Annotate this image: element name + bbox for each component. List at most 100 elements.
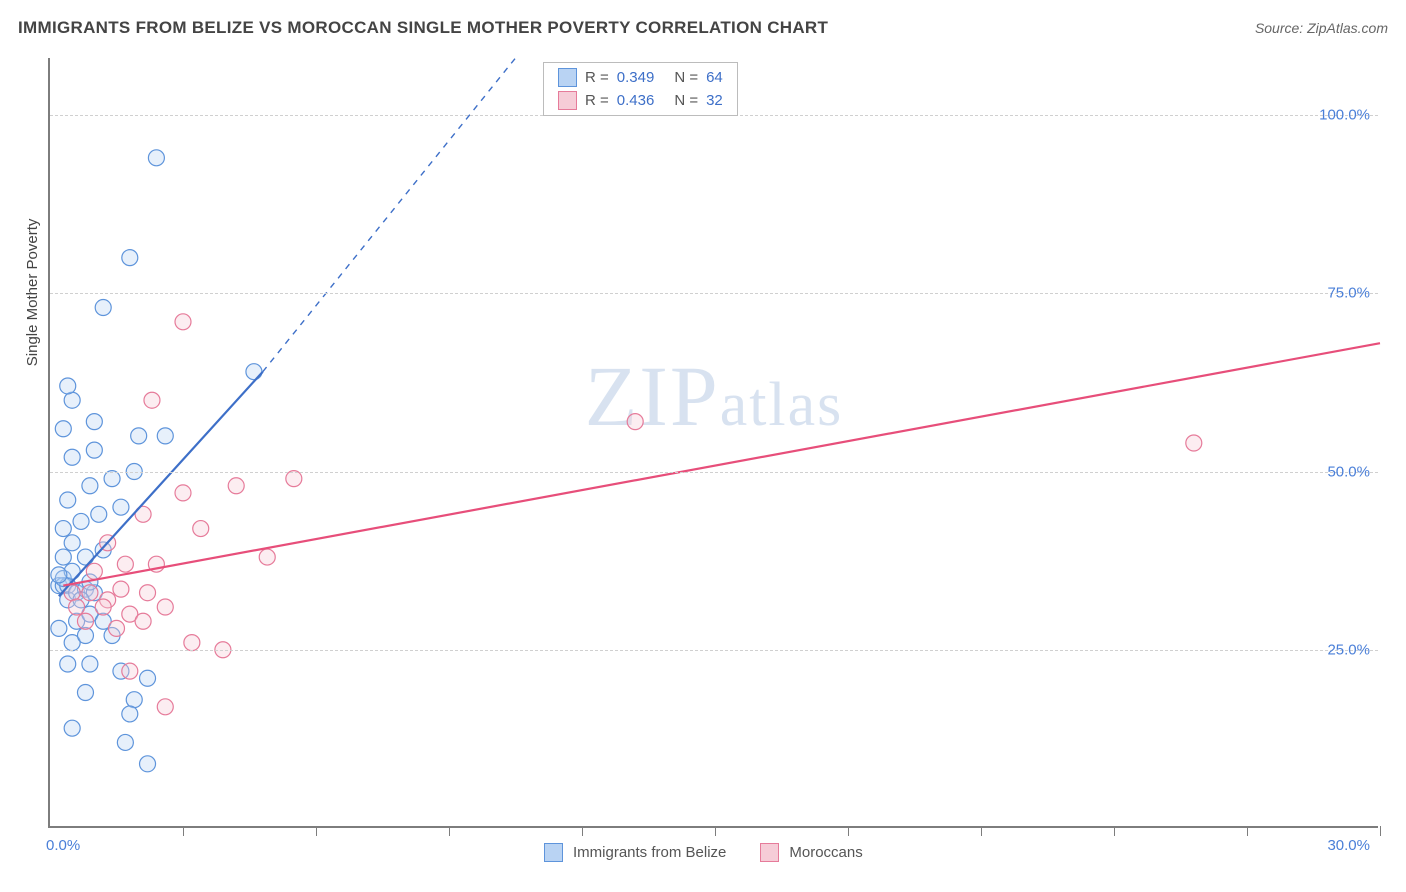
data-point	[86, 563, 102, 579]
legend-series-label: Moroccans	[789, 844, 862, 861]
data-point	[73, 513, 89, 529]
legend-r-value: 0.436	[617, 92, 655, 109]
data-point	[51, 567, 67, 583]
data-point	[95, 599, 111, 615]
data-point	[64, 392, 80, 408]
data-point	[122, 250, 138, 266]
x-tick	[449, 826, 450, 836]
data-point	[95, 300, 111, 316]
data-point	[82, 656, 98, 672]
data-point	[104, 471, 120, 487]
x-tick	[582, 826, 583, 836]
x-tick	[848, 826, 849, 836]
y-tick-label: 50.0%	[1327, 463, 1370, 480]
legend-swatch	[760, 843, 779, 862]
data-point	[157, 599, 173, 615]
x-tick	[981, 826, 982, 836]
data-point	[91, 506, 107, 522]
data-point	[64, 535, 80, 551]
legend-row: R =0.349N =64	[558, 66, 723, 89]
data-point	[144, 392, 160, 408]
data-point	[82, 478, 98, 494]
y-axis-label: Single Mother Poverty	[24, 219, 41, 367]
data-point	[246, 364, 262, 380]
y-tick-label: 100.0%	[1319, 107, 1370, 124]
data-point	[135, 613, 151, 629]
chart-title: IMMIGRANTS FROM BELIZE VS MOROCCAN SINGL…	[18, 18, 828, 38]
data-point	[286, 471, 302, 487]
data-point	[157, 428, 173, 444]
legend-n-value: 32	[706, 92, 723, 109]
data-point	[77, 549, 93, 565]
data-point	[122, 706, 138, 722]
chart-header: IMMIGRANTS FROM BELIZE VS MOROCCAN SINGL…	[18, 18, 1388, 38]
x-tick-label-max: 30.0%	[1327, 837, 1370, 854]
data-point	[113, 499, 129, 515]
data-point	[131, 428, 147, 444]
x-tick	[316, 826, 317, 836]
legend-series-label: Immigrants from Belize	[573, 844, 726, 861]
legend-row: R = 0.436 N = 32	[558, 89, 723, 112]
x-tick	[715, 826, 716, 836]
gridline	[50, 472, 1378, 473]
data-point	[157, 699, 173, 715]
data-point	[627, 414, 643, 430]
data-point	[77, 685, 93, 701]
data-point	[148, 150, 164, 166]
data-point	[77, 628, 93, 644]
data-point	[175, 314, 191, 330]
data-point	[55, 421, 71, 437]
data-point	[60, 492, 76, 508]
legend-n-value: 64	[706, 69, 723, 86]
legend-n-label: N =	[674, 92, 698, 109]
data-point	[69, 599, 85, 615]
data-point	[55, 521, 71, 537]
data-point	[175, 485, 191, 501]
y-tick-label: 25.0%	[1327, 641, 1370, 658]
data-point	[55, 549, 71, 565]
data-point	[184, 635, 200, 651]
legend-correlation: R =0.349N =64R =0.436N =32	[543, 62, 738, 116]
source-attribution: Source: ZipAtlas.com	[1255, 20, 1388, 36]
data-point	[51, 620, 67, 636]
legend-swatch	[558, 91, 577, 110]
x-tick	[1380, 826, 1381, 836]
legend-n-label: N =	[674, 69, 698, 86]
data-point	[77, 613, 93, 629]
data-point	[60, 656, 76, 672]
legend-swatch	[558, 68, 577, 87]
data-point	[86, 442, 102, 458]
legend-series: Immigrants from Belize Moroccans	[544, 843, 863, 862]
data-point	[109, 620, 125, 636]
chart-svg	[50, 58, 1378, 826]
data-point	[122, 663, 138, 679]
gridline	[50, 293, 1378, 294]
data-point	[64, 449, 80, 465]
data-point	[140, 756, 156, 772]
data-point	[60, 378, 76, 394]
x-tick	[183, 826, 184, 836]
data-point	[140, 585, 156, 601]
data-point	[193, 521, 209, 537]
y-tick-label: 75.0%	[1327, 285, 1370, 302]
x-tick	[1114, 826, 1115, 836]
data-point	[86, 414, 102, 430]
data-point	[126, 692, 142, 708]
data-point	[117, 734, 133, 750]
trend-line	[63, 343, 1380, 585]
gridline	[50, 650, 1378, 651]
data-point	[259, 549, 275, 565]
plot-area: ZIPatlas 0.0% 30.0% 25.0%50.0%75.0%100.0…	[48, 58, 1378, 828]
data-point	[117, 556, 133, 572]
data-point	[140, 670, 156, 686]
legend-item: Immigrants from Belize	[544, 843, 726, 862]
data-point	[82, 585, 98, 601]
x-tick	[1247, 826, 1248, 836]
legend-r-label: R =	[585, 92, 609, 109]
data-point	[64, 720, 80, 736]
legend-swatch	[544, 843, 563, 862]
data-point	[228, 478, 244, 494]
data-point	[1186, 435, 1202, 451]
x-tick-label-min: 0.0%	[46, 837, 80, 854]
legend-item: Moroccans	[760, 843, 862, 862]
